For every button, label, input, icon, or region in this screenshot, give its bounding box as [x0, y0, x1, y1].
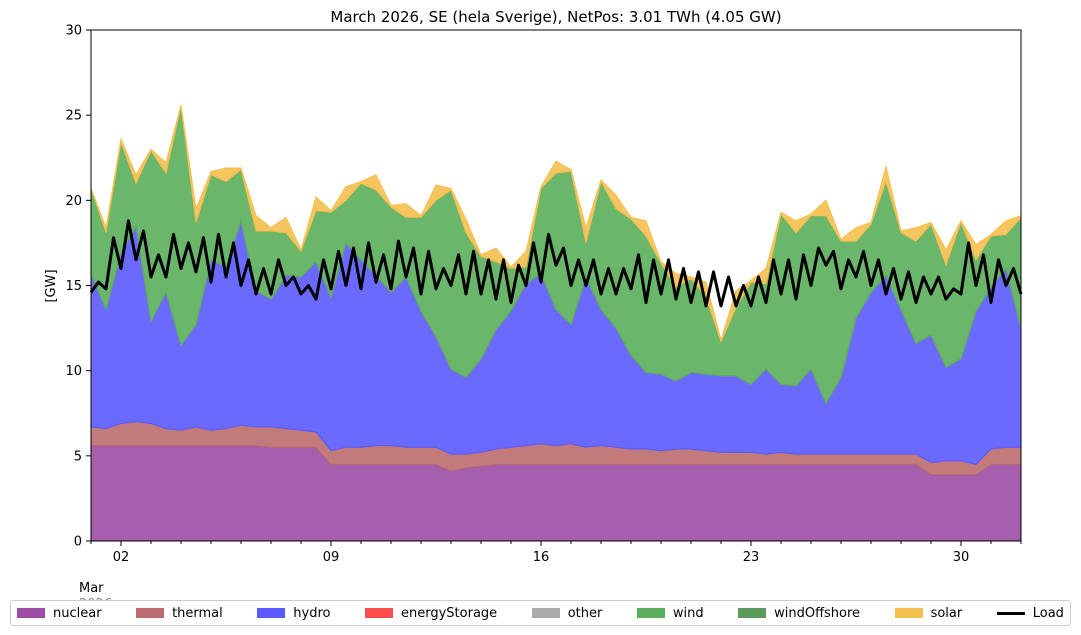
x-tick-label: 16: [533, 550, 550, 565]
legend-item-energyStorage: energyStorage: [365, 606, 497, 621]
x-tick-label: 09: [323, 550, 340, 565]
legend-label: windOffshore: [774, 605, 861, 621]
x-tick-label: 30: [953, 550, 970, 565]
legend-swatch: [257, 608, 286, 618]
line-load: [89, 219, 1023, 308]
legend-label: wind: [672, 605, 704, 621]
legend-label: thermal: [172, 605, 223, 621]
legend-item-nuclear: nuclear: [17, 606, 102, 621]
x-tick-label: 02: [113, 550, 130, 565]
y-axis-label: [GW]: [44, 269, 59, 302]
legend-item-hydro: hydro: [257, 606, 330, 621]
legend-label: other: [567, 605, 603, 621]
legend-swatch: [738, 608, 767, 618]
legend-swatch: [365, 608, 393, 618]
stacked-areas: [90, 104, 1022, 542]
legend-item-solar: solar: [894, 605, 963, 621]
y-tick-label: 30: [65, 24, 82, 39]
legend-label: hydro: [293, 605, 331, 621]
legend-item-other: other: [531, 605, 603, 621]
legend-swatch: [531, 608, 560, 618]
chart-title: March 2026, SE (hela Sverige), NetPos: 3…: [330, 8, 781, 26]
x-axis: 02 09 16 23 30: [90, 541, 1022, 565]
y-tick-label: 5: [74, 449, 82, 464]
y-tick-label: 20: [65, 194, 82, 209]
legend-swatch: [996, 611, 1025, 615]
legend-swatch: [17, 608, 45, 618]
y-tick-label: 25: [65, 109, 82, 124]
y-tick-label: 10: [65, 364, 82, 379]
legend-item-thermal: thermal: [136, 606, 223, 621]
y-tick-label: 15: [65, 279, 82, 294]
legend-swatch: [136, 608, 165, 618]
legend-label: nuclear: [53, 605, 102, 621]
load-series: [89, 219, 1023, 308]
y-tick-label: 0: [74, 535, 82, 550]
x-tick-label: 23: [743, 550, 760, 565]
legend-swatch: [894, 608, 923, 618]
x-axis-month-label: Mar: [79, 581, 104, 596]
legend-item-windOffshore: windOffshore: [738, 606, 860, 621]
legend-label: Load: [1032, 605, 1064, 621]
legend-label: solar: [930, 605, 963, 621]
legend-swatch: [636, 608, 665, 618]
legend-label: energyStorage: [401, 605, 498, 621]
legend-item-Load: Load: [996, 605, 1064, 621]
y-axis: 0 5 10 15 20 25 30: [65, 24, 91, 550]
chart-legend: nuclear thermal hydro energyStorage other win…: [10, 600, 1071, 626]
legend-item-wind: wind: [636, 605, 704, 621]
